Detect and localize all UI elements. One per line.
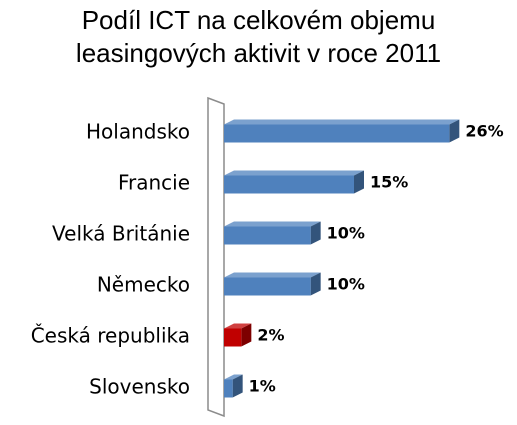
chart-title-line-2: leasingových aktivit v roce 2011 — [75, 38, 442, 68]
bar-group — [224, 119, 460, 143]
bar-top — [224, 221, 321, 227]
category-label: Německo — [97, 273, 190, 297]
bar-top — [224, 323, 252, 329]
bar-side — [310, 272, 321, 296]
bar-side — [310, 221, 321, 245]
bar-top — [224, 272, 321, 278]
category-label: Holandsko — [86, 120, 190, 144]
bar — [224, 277, 311, 296]
bar-group — [224, 221, 321, 245]
bar-top — [224, 119, 460, 125]
category-label: Česká republika — [31, 324, 190, 348]
bar-group — [224, 374, 243, 398]
category-label: Velká Británie — [52, 222, 190, 246]
axis-wall — [207, 96, 225, 418]
bar-group — [224, 323, 252, 347]
bar-group — [224, 272, 321, 296]
category-label: Francie — [118, 171, 190, 195]
data-label: 10% — [327, 224, 365, 243]
data-label: 26% — [465, 122, 503, 141]
data-label: 2% — [257, 326, 284, 345]
bar — [224, 175, 354, 194]
data-label: 15% — [370, 173, 408, 192]
bar-group — [224, 170, 364, 194]
bar — [224, 226, 311, 245]
data-label: 10% — [327, 275, 365, 294]
bar-side — [232, 374, 243, 398]
data-label: 1% — [249, 377, 276, 396]
bar-side — [354, 170, 364, 194]
category-label: Slovensko — [89, 375, 190, 399]
bar-top — [224, 170, 364, 176]
chart-title: Podíl ICT na celkovém objemu leasingovýc… — [0, 4, 517, 70]
bar — [224, 124, 450, 143]
chart-title-line-1: Podíl ICT na celkovém objemu — [81, 5, 436, 35]
bar — [224, 328, 242, 347]
bar — [224, 379, 233, 398]
bar-side — [449, 119, 460, 143]
bar-top — [224, 374, 243, 380]
bar-side — [241, 323, 252, 347]
